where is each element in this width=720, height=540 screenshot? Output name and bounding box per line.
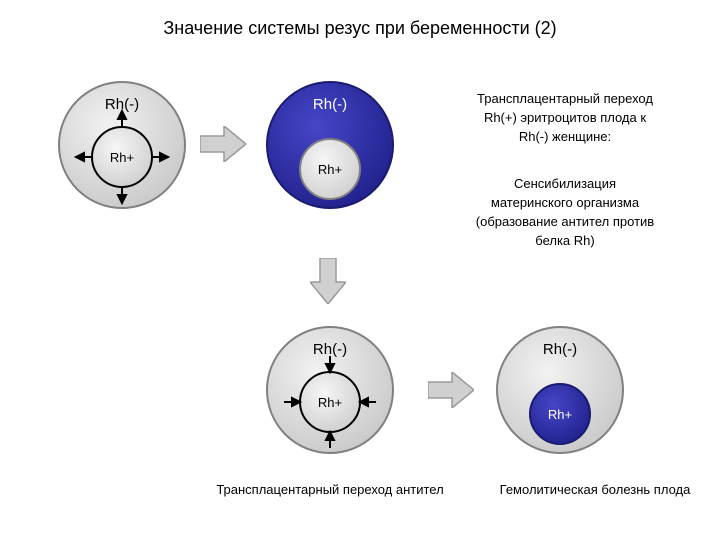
inner-label: Rh+	[318, 162, 342, 177]
side-l5: материнского организма	[491, 195, 639, 210]
outer-label: Rh(-)	[543, 341, 577, 358]
inner-label: Rh+	[110, 150, 134, 165]
cell-bottom-left: Rh(-) Rh+	[260, 320, 400, 460]
outer-label: Rh(-)	[313, 341, 347, 358]
flow-arrow-2	[310, 258, 346, 304]
side-l1: Трансплацентарный переход	[477, 91, 653, 106]
side-text-transfer: Трансплацентарный переход Rh(+) эритроци…	[420, 90, 710, 147]
side-text-sensitization: Сенсибилизация материнского организма (о…	[420, 175, 710, 250]
side-l2: Rh(+) эритроцитов плода к	[484, 110, 646, 125]
caption-bottom-right: Гемолитическая болезнь плода	[470, 482, 720, 497]
cell-top-right: Rh(-) Rh+	[260, 75, 400, 215]
outer-label: Rh(-)	[313, 96, 347, 113]
diagram-stage: Значение системы резус при беременности …	[0, 0, 720, 540]
cell-top-left: Rh(-) Rh+	[52, 75, 192, 215]
flow-arrow-1	[200, 126, 246, 162]
side-l7: белка Rh)	[535, 233, 594, 248]
caption-bottom-left: Трансплацентарный переход антител	[200, 482, 460, 497]
side-l4: Сенсибилизация	[514, 176, 616, 191]
cell-bottom-right: Rh(-) Rh+	[490, 320, 630, 460]
flow-arrow-3	[428, 372, 474, 408]
side-l3: Rh(-) женщине:	[519, 129, 611, 144]
page-title: Значение системы резус при беременности …	[0, 18, 720, 39]
inner-label: Rh+	[548, 407, 572, 422]
side-l6: (образование антител против	[476, 214, 654, 229]
inner-label: Rh+	[318, 395, 342, 410]
